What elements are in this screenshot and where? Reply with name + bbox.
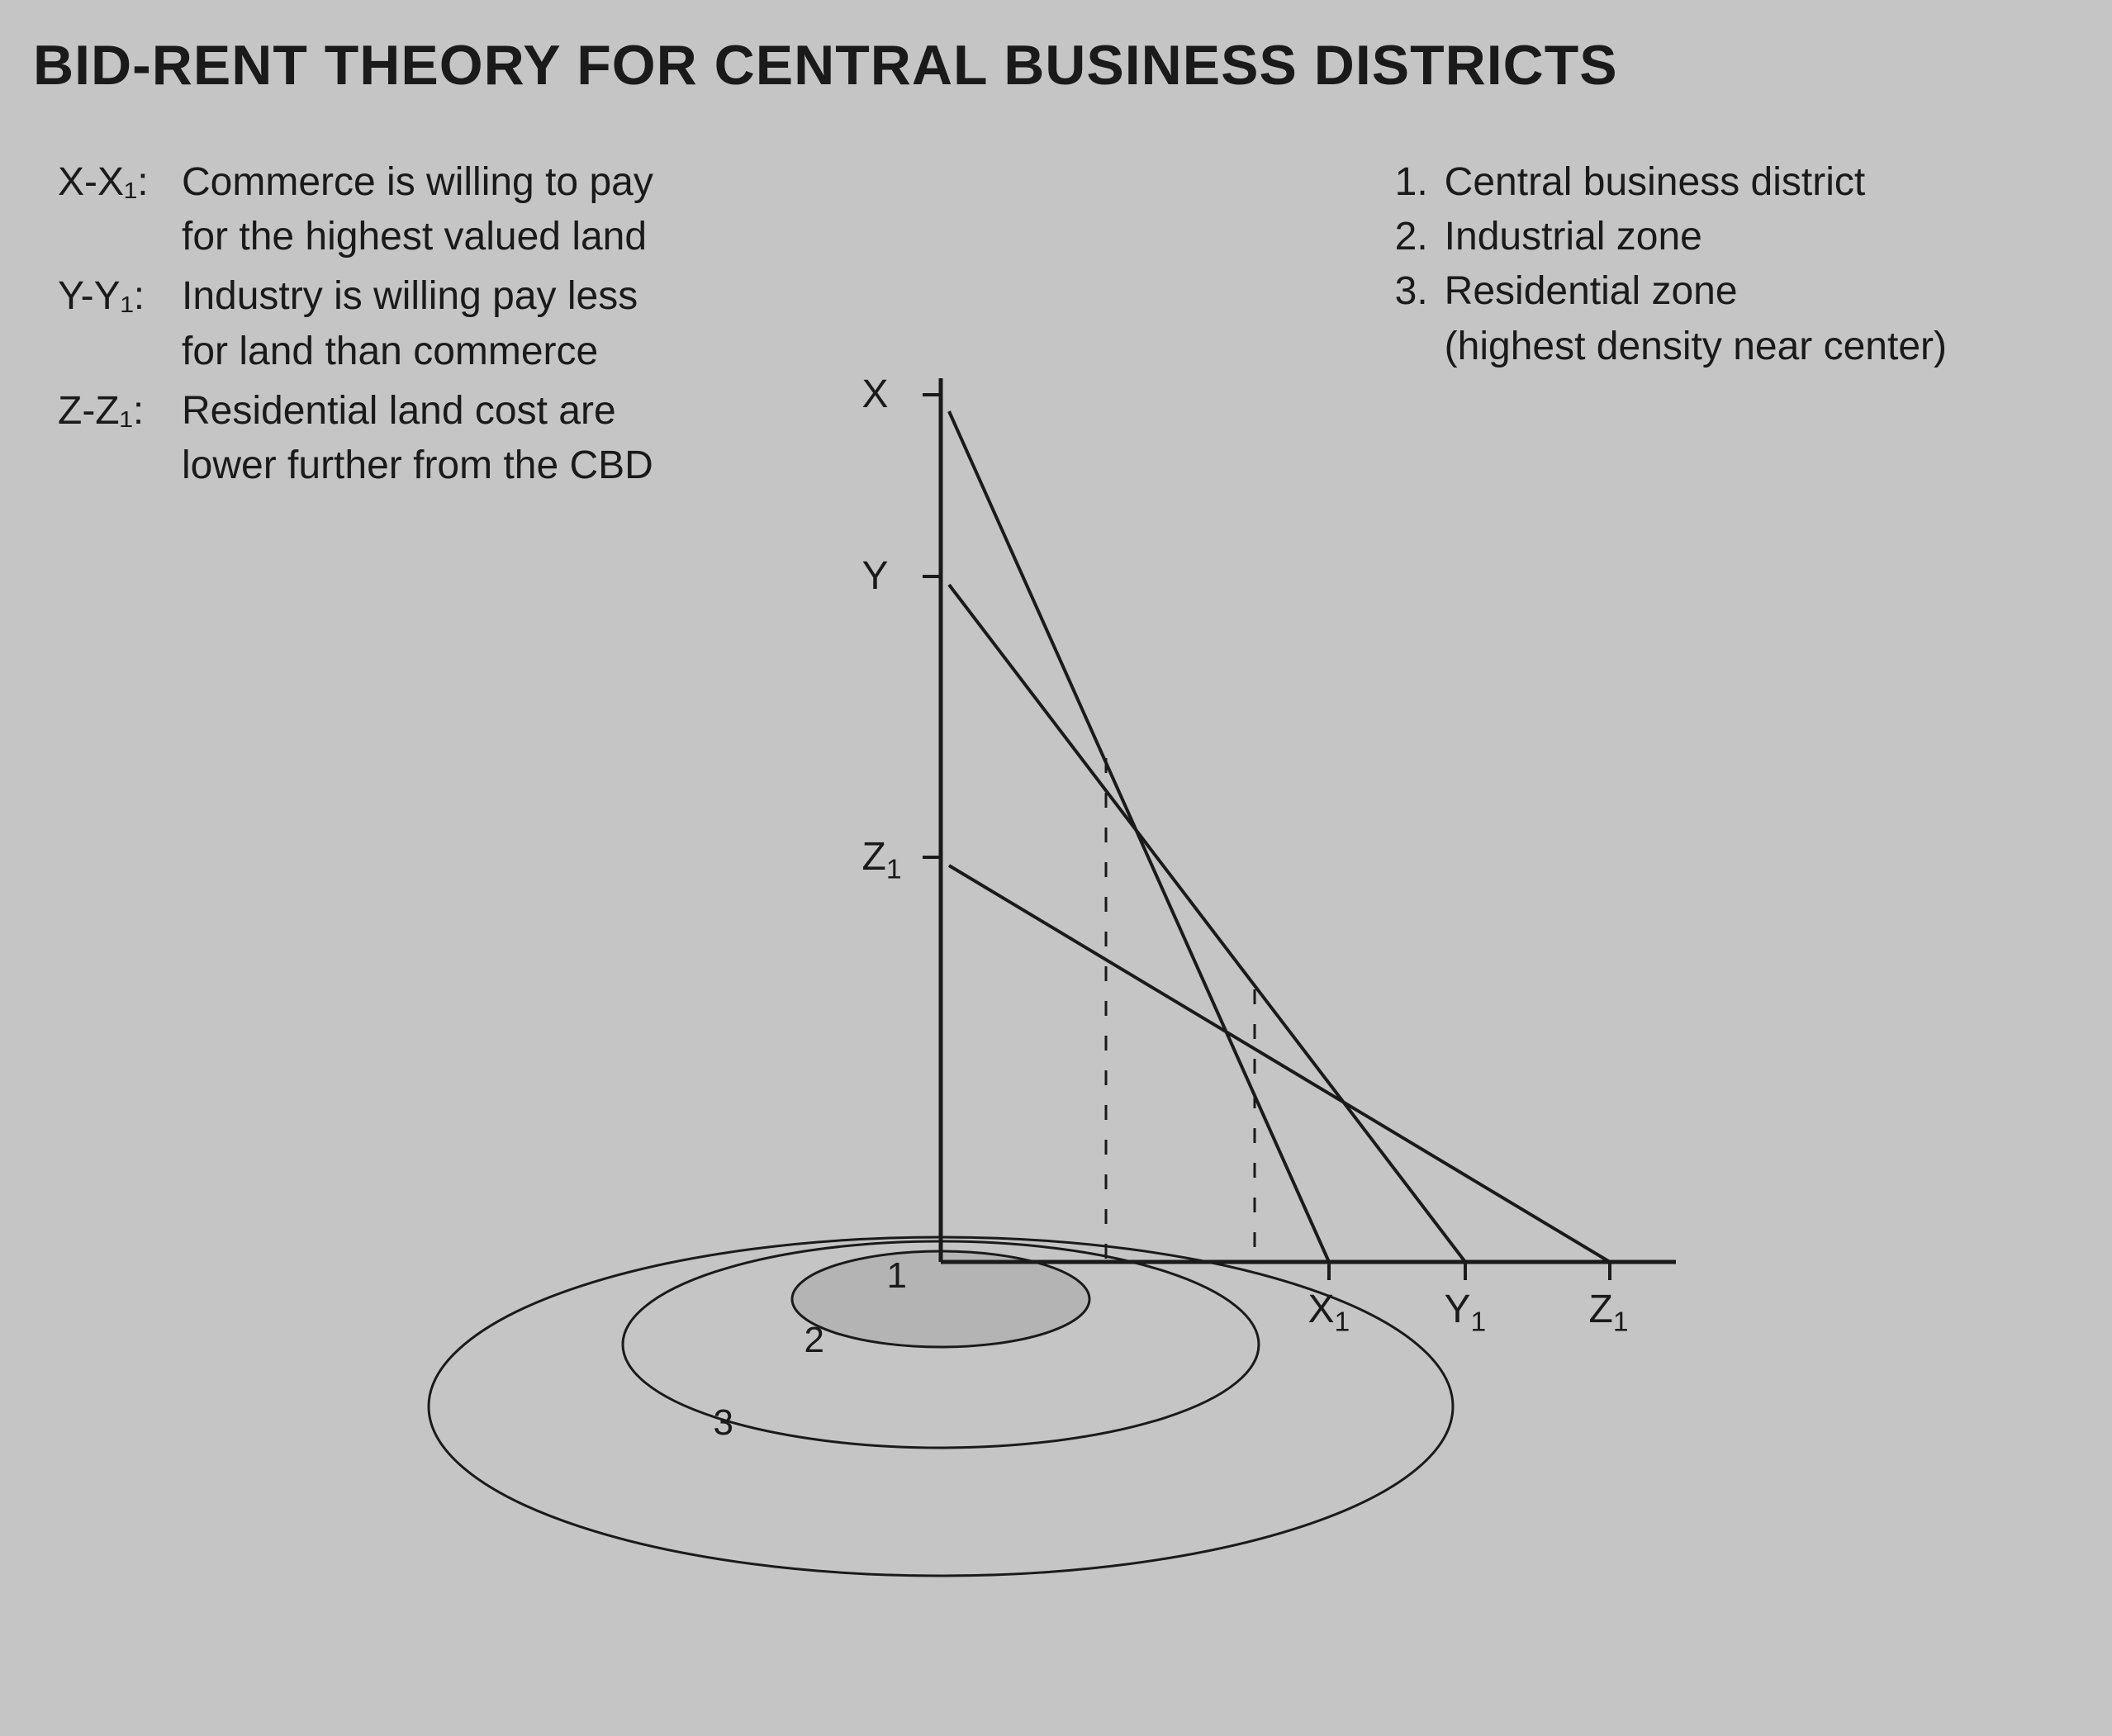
legend-key: Z-Z₁: <box>58 384 182 493</box>
legend-line: Commerce is willing to pay <box>182 155 653 210</box>
legend-right: 1. Central business district 2. Industri… <box>1395 155 1947 374</box>
legend-row: X-X₁: Commerce is willing to pay for the… <box>58 155 653 264</box>
legend-key: Y-Y₁: <box>58 269 182 378</box>
axis-label: Y <box>862 553 889 599</box>
legend-row: 1. Central business district <box>1395 155 1947 210</box>
legend-text: Industry is willing pay less for land th… <box>182 269 638 378</box>
legend-key <box>1395 320 1445 374</box>
legend-key: 1. <box>1395 155 1445 210</box>
axis-label: X <box>862 372 889 417</box>
legend-line: Industry is willing pay less <box>182 269 638 324</box>
legend-key: X-X₁: <box>58 155 182 264</box>
page-title: BID-RENT THEORY FOR CENTRAL BUSINESS DIS… <box>33 33 2079 97</box>
axis-label: Z1 <box>1589 1287 1629 1339</box>
legend-text: Commerce is willing to pay for the highe… <box>182 155 653 264</box>
axis-label: Z1 <box>862 834 902 886</box>
legend-row: 3. Residential zone <box>1395 264 1947 319</box>
legend-row: 2. Industrial zone <box>1395 210 1947 264</box>
legend-line: for the highest valued land <box>182 210 653 264</box>
axis-label: 1 <box>887 1255 907 1297</box>
legend-key: 2. <box>1395 210 1445 264</box>
legend-text: Central business district <box>1445 155 1866 210</box>
diagram-container: XYZ1X1Y1Z1123 <box>313 378 1800 1617</box>
legend-text: Residential zone <box>1445 264 1738 319</box>
legend-text: (highest density near center) <box>1445 320 1947 374</box>
axis-label: Y1 <box>1445 1287 1487 1339</box>
legend-line: for land than commerce <box>182 325 638 379</box>
content-area: X-X₁: Commerce is willing to pay for the… <box>33 147 2079 1701</box>
bid-rent-chart <box>313 378 1800 1617</box>
legend-row: Y-Y₁: Industry is willing pay less for l… <box>58 269 653 378</box>
legend-row: (highest density near center) <box>1395 320 1947 374</box>
legend-text: Industrial zone <box>1445 210 1702 264</box>
legend-key: 3. <box>1395 264 1445 319</box>
axis-label: X1 <box>1308 1287 1350 1339</box>
axis-label: 2 <box>804 1320 824 1361</box>
axis-label: 3 <box>714 1402 733 1444</box>
